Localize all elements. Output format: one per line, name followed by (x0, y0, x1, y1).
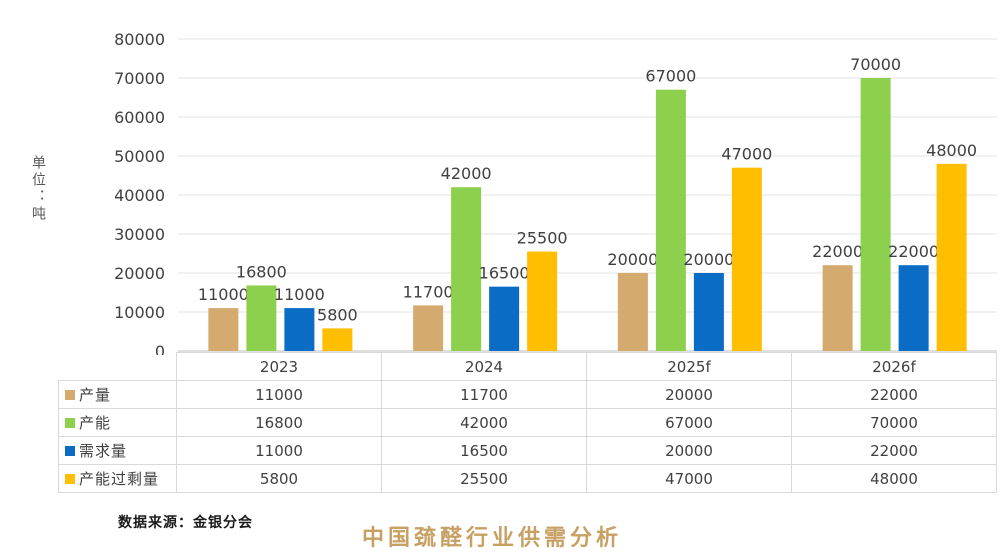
table-cell: 22000 (791, 436, 997, 465)
legend-swatch (65, 446, 75, 456)
table-row: 产能 16800 42000 67000 70000 (58, 408, 997, 437)
bar (246, 285, 277, 351)
data-label: 16500 (479, 264, 530, 283)
data-label: 11000 (274, 285, 325, 304)
table-cell: 11700 (381, 380, 587, 409)
data-label: 16800 (236, 262, 287, 281)
data-label: 70000 (850, 55, 901, 74)
bar (451, 187, 482, 351)
bar (489, 286, 520, 351)
data-label: 11700 (403, 282, 454, 301)
table-cell: 11000 (176, 436, 382, 465)
bar-chart: 0 10000 20000 30000 40000 50000 60000 70000 8000… (114, 30, 997, 355)
data-label: 25500 (517, 229, 568, 248)
data-label: 22000 (812, 242, 863, 261)
bar (655, 89, 686, 351)
table-cell: 22000 (791, 380, 997, 409)
data-label: 47000 (721, 145, 772, 164)
watermark-title: 中国巯醛行业供需分析 (362, 525, 623, 551)
y-tick-label: 50000 (114, 147, 165, 166)
source-note: 数据来源：金银分会 (118, 515, 253, 531)
y-tick-label: 30000 (114, 225, 165, 244)
table-row: 产量 11000 11700 20000 22000 (58, 380, 997, 409)
bar (693, 273, 724, 351)
data-label: 20000 (683, 250, 734, 269)
table-cell: 25500 (381, 464, 587, 493)
y-tick-label: 70000 (114, 69, 165, 88)
table-cell: 20000 (586, 380, 792, 409)
data-label: 48000 (926, 141, 977, 160)
table-cell: 16500 (381, 436, 587, 465)
legend-entry: 产量 (58, 380, 177, 409)
legend-swatch (65, 474, 75, 484)
data-label: 67000 (645, 67, 696, 86)
legend-swatch (65, 418, 75, 428)
table-cell: 67000 (586, 408, 792, 437)
x-tick-label: 2024 (381, 352, 587, 381)
x-tick-label: 2026f (791, 352, 997, 381)
data-label: 22000 (888, 242, 939, 261)
legend-swatch (65, 390, 75, 400)
table-cell: 48000 (791, 464, 997, 493)
x-tick-label: 2023 (176, 352, 382, 381)
bar (822, 265, 853, 351)
table-cell: 70000 (791, 408, 997, 437)
bar (731, 167, 762, 351)
legend-label: 产量 (79, 386, 112, 404)
y-tick-label: 60000 (114, 108, 165, 127)
bar (322, 328, 353, 351)
table-cell: 11000 (176, 380, 382, 409)
bar (936, 163, 967, 351)
table-header-row: 2023 2024 2025f 2026f (58, 352, 997, 381)
bar (413, 305, 444, 351)
data-label: 5800 (317, 305, 358, 324)
bar (617, 273, 648, 351)
x-tick-label: 2025f (586, 352, 792, 381)
table-cell: 42000 (381, 408, 587, 437)
y-tick-label: 10000 (114, 303, 165, 322)
bar (284, 308, 315, 351)
data-table: 2023 2024 2025f 2026f 产量 11000 11700 20000 22000… (58, 352, 997, 493)
data-label: 11000 (198, 285, 249, 304)
table-cell: 5800 (176, 464, 382, 493)
legend-label: 产能 (79, 414, 112, 432)
y-axis-unit-label: 单位：吨 (30, 155, 46, 223)
bar (898, 265, 929, 351)
legend-label: 产能过剩量 (79, 470, 160, 488)
y-tick-label: 40000 (114, 186, 165, 205)
legend-label: 需求量 (79, 442, 128, 460)
y-tick-label: 20000 (114, 264, 165, 283)
bar (860, 78, 891, 351)
legend-entry: 需求量 (58, 436, 177, 465)
bar (208, 308, 239, 351)
table-row: 产能过剩量 5800 25500 47000 48000 (58, 464, 997, 493)
data-label: 20000 (607, 250, 658, 269)
table-cell: 16800 (176, 408, 382, 437)
legend-entry: 产能过剩量 (58, 464, 177, 493)
data-label: 42000 (441, 164, 492, 183)
table-cell: 20000 (586, 436, 792, 465)
table-cell: 47000 (586, 464, 792, 493)
legend-entry: 产能 (58, 408, 177, 437)
table-corner-cell (58, 352, 177, 381)
bar (527, 251, 558, 351)
table-row: 需求量 11000 16500 20000 22000 (58, 436, 997, 465)
y-tick-label: 80000 (114, 30, 165, 49)
y-tick-label: 0 (155, 342, 165, 355)
